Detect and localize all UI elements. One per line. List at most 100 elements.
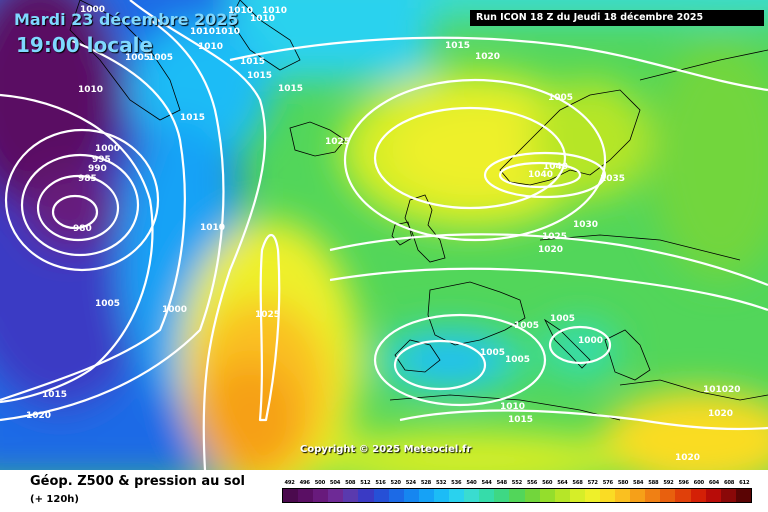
isobar-label: 1000 — [162, 305, 187, 315]
isobar-label: 1005 — [125, 53, 150, 63]
scale-tick-label: 520 — [390, 480, 401, 486]
isobar-label: 1005 — [548, 93, 573, 103]
isobar-label: 1015 — [42, 390, 67, 400]
isobar-label: 985 — [78, 174, 97, 184]
scale-tick-label: 612 — [739, 480, 750, 486]
scale-tick-label: 604 — [708, 480, 720, 486]
isobar-label: 1015 — [247, 71, 272, 81]
scale-tick-label: 528 — [420, 480, 432, 486]
scale-color-cell — [494, 489, 510, 502]
scale-tick-label: 560 — [542, 480, 553, 486]
isobar-label: 980 — [73, 224, 92, 234]
isobar-label: 101020 — [703, 385, 741, 395]
scale-color-cell — [660, 489, 676, 502]
legend-title: Géop. Z500 & pression au sol — [30, 474, 245, 489]
weather-map: 1000 1010 1010 1010 1010 1010 1010 1005 1015 1015… — [0, 0, 768, 470]
isobar-label: 995 — [92, 155, 111, 165]
isobar-label: 1010 — [198, 42, 223, 52]
scale-tick-label: 504 — [329, 480, 341, 486]
isobar-label: 1000 — [95, 144, 120, 154]
scale-color-cell — [615, 489, 631, 502]
scale-tick-label: 588 — [648, 480, 659, 486]
scale-tick-label: 596 — [678, 480, 689, 486]
pressure-isobars — [0, 0, 768, 470]
scale-tick-label: 496 — [299, 480, 310, 486]
isobar-label: 1015 — [445, 41, 470, 51]
scale-tick-label: 500 — [314, 480, 325, 486]
isobar-label: 1015 — [278, 84, 303, 94]
isobar-label: 1010 — [262, 6, 287, 16]
scale-tick-label: 508 — [345, 480, 356, 486]
isobar-label: 1020 — [475, 52, 500, 62]
scale-tick-label: 548 — [496, 480, 507, 486]
scale-tick-label: 576 — [602, 480, 613, 486]
scale-tick-label: 536 — [451, 480, 462, 486]
scale-tick-label: 492 — [284, 480, 295, 486]
isobar-label: 1015 — [240, 57, 265, 67]
isobar-label: 1040 — [528, 170, 553, 180]
scale-tick-label: 580 — [617, 480, 629, 486]
isobar-label: 1010 — [200, 223, 225, 233]
isobar-label: 1010 — [215, 27, 240, 37]
scale-tick-label: 532 — [436, 480, 447, 486]
isobar-label: 1010 — [190, 27, 215, 37]
isobar-label: 1040 — [543, 162, 568, 172]
isobar-label: 1035 — [600, 174, 625, 184]
scale-color-cell — [418, 489, 434, 502]
isobar-label: 990 — [88, 164, 107, 174]
legend-footer: Géop. Z500 & pression au sol (+ 120h) 49… — [0, 470, 768, 512]
scale-color-cell — [403, 489, 419, 502]
scale-tick-label: 608 — [723, 480, 735, 486]
scale-tick-label: 584 — [633, 480, 644, 486]
scale-color-cell — [645, 489, 661, 502]
scale-color-cell — [690, 489, 706, 502]
color-scale-ticks: 492 496 500 504 508 512 516 520 524 528 532 536 540 5… — [282, 480, 752, 486]
isobar-label: 1005 — [514, 321, 539, 331]
isobar-label: 1010 — [228, 6, 253, 16]
scale-tick-label: 512 — [360, 480, 371, 486]
isobar-label: 1025 — [255, 310, 280, 320]
scale-color-cell — [433, 489, 450, 502]
isobar-label: 1010 — [500, 402, 525, 412]
isobar-label: 1000 — [80, 5, 105, 15]
scale-tick-label: 572 — [587, 480, 598, 486]
isobar-label: 1005 — [550, 314, 575, 324]
isobar-label: 1010 — [250, 14, 275, 24]
forecast-date: Mardi 23 décembre 2025 — [14, 10, 239, 29]
isobar-label: 1025 — [542, 232, 567, 242]
scale-color-cell — [524, 489, 540, 502]
scale-tick-label: 516 — [375, 480, 386, 486]
scale-color-cell — [569, 489, 585, 502]
scale-tick-label: 568 — [572, 480, 583, 486]
scale-tick-label: 600 — [693, 480, 704, 486]
scale-tick-label: 524 — [405, 480, 416, 486]
scale-color-cell — [630, 489, 646, 502]
scale-color-cell — [283, 489, 299, 502]
model-run-info: Run ICON 18 Z du Jeudi 18 décembre 2025 — [470, 10, 764, 26]
scale-tick-label: 556 — [526, 480, 538, 486]
coastlines — [69, 0, 768, 421]
scale-color-cell — [479, 489, 495, 502]
scale-color-cell — [298, 489, 314, 502]
scale-color-cell — [735, 489, 751, 502]
scale-color-cell — [509, 489, 525, 502]
scale-color-cell — [373, 489, 389, 502]
scale-color-cell — [720, 489, 736, 502]
isobar-label: 1015 — [508, 415, 533, 425]
scale-color-cell — [539, 489, 555, 502]
scale-color-cell — [599, 489, 616, 502]
scale-color-cell — [313, 489, 329, 502]
scale-color-cell — [584, 489, 600, 502]
scale-color-cell — [464, 489, 480, 502]
forecast-time: 19:00 locale — [16, 33, 153, 57]
isobar-label: 1010 — [78, 85, 103, 95]
scale-color-cell — [388, 489, 404, 502]
legend-subtitle: (+ 120h) — [30, 494, 79, 505]
isobar-label: 1005 — [148, 53, 173, 63]
isobar-label: 1025 — [325, 137, 350, 147]
scale-color-cell — [343, 489, 359, 502]
isobar-label: 1015 — [180, 113, 205, 123]
scale-tick-label: 552 — [511, 480, 523, 486]
